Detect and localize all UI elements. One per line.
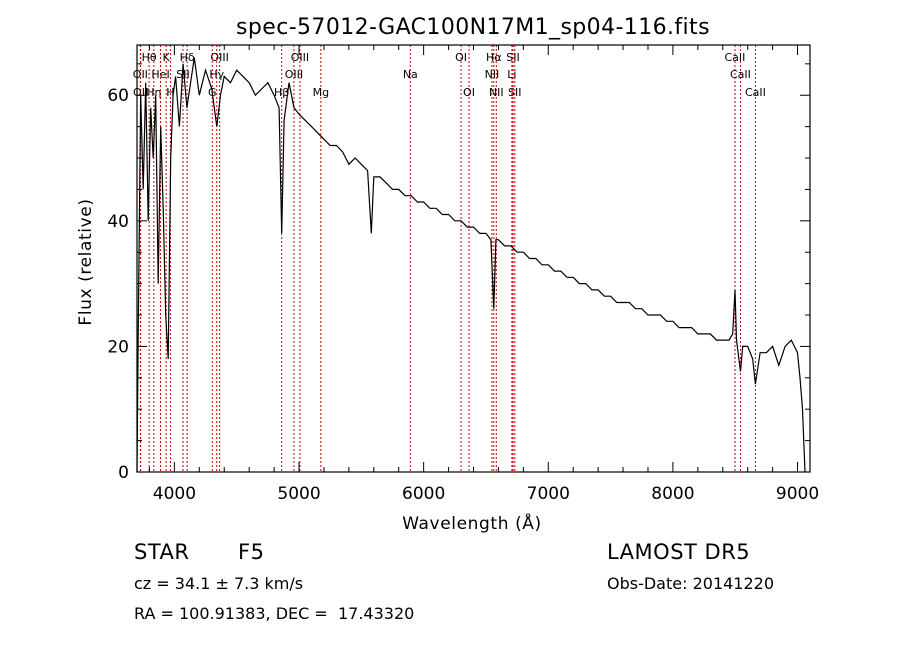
observation-date: Obs-Date: 20141220 bbox=[607, 574, 775, 593]
spectral-line-label: Hα bbox=[486, 51, 502, 64]
y-tick-label: 0 bbox=[118, 463, 129, 483]
spectral-line-label: NII bbox=[489, 86, 504, 99]
spectral-line-label: CaII bbox=[730, 68, 751, 81]
spectral-line-label: Li bbox=[507, 68, 516, 81]
spectral-line-label: OI bbox=[463, 86, 475, 99]
spectrum-series-line bbox=[136, 57, 806, 473]
y-axis: 0 20 40 60 bbox=[107, 63, 810, 483]
sky-coordinates: RA = 100.91383, DEC = 17.43320 bbox=[134, 604, 415, 623]
spectral-line-label: SII bbox=[506, 51, 519, 64]
x-tick-label: 4000 bbox=[153, 484, 196, 504]
x-tick-label: 6000 bbox=[402, 484, 445, 504]
spectral-line-markers bbox=[139, 45, 756, 472]
spectral-line-label: H bbox=[166, 86, 174, 99]
redshift-velocity: cz = 34.1 ± 7.3 km/s bbox=[134, 574, 304, 593]
y-tick-label: 60 bbox=[107, 86, 129, 106]
spectral-line-label: NII bbox=[485, 68, 500, 81]
spectral-line-label: Hδ bbox=[180, 51, 195, 64]
spectral-line-label: Hθ bbox=[142, 51, 157, 64]
spectral-line-label: Hη bbox=[146, 86, 161, 99]
spectral-line-label: HeI bbox=[151, 68, 169, 81]
spectral-line-label: OII bbox=[133, 68, 148, 81]
chart-title: spec-57012-GAC100N17M1_sp04-116.fits bbox=[236, 15, 710, 40]
spectral-line-label: SII bbox=[508, 86, 521, 99]
object-class: STAR bbox=[134, 540, 190, 564]
x-axis: 4000 5000 6000 7000 8000 9000 bbox=[148, 45, 819, 504]
x-tick-label: 5000 bbox=[277, 484, 320, 504]
spectral-line-label: Na bbox=[403, 68, 418, 81]
spectral-line-label: OIII bbox=[285, 68, 303, 81]
spectral-line-label: CaII bbox=[745, 86, 766, 99]
y-tick-label: 20 bbox=[107, 337, 129, 357]
plot-frame bbox=[136, 44, 811, 473]
spectral-line-label: Hγ bbox=[209, 68, 224, 81]
spectral-line-label: OIII bbox=[291, 51, 309, 64]
x-tick-label: 9000 bbox=[776, 484, 819, 504]
x-tick-label: 8000 bbox=[651, 484, 694, 504]
spectral-line-label: Hβ bbox=[274, 86, 289, 99]
survey-name: LAMOST DR5 bbox=[607, 540, 751, 564]
spectral-line-labels: Hθ K Hδ OIII OIII OI Hα SII CaII OII HeI SII Hγ OIII N… bbox=[133, 51, 766, 99]
x-axis-label: Wavelength (Å) bbox=[402, 512, 542, 534]
x-tick-label: 7000 bbox=[527, 484, 570, 504]
spectral-line-label: Mg bbox=[313, 86, 329, 99]
spectral-line-label: CaII bbox=[725, 51, 746, 64]
spectral-line-label: OI bbox=[455, 51, 467, 64]
object-subclass: F5 bbox=[238, 540, 265, 564]
y-tick-label: 40 bbox=[107, 212, 129, 232]
spectral-line-label: K bbox=[163, 51, 171, 64]
spectral-line-label: OIII bbox=[210, 51, 228, 64]
y-axis-label: Flux (relative) bbox=[76, 198, 96, 325]
